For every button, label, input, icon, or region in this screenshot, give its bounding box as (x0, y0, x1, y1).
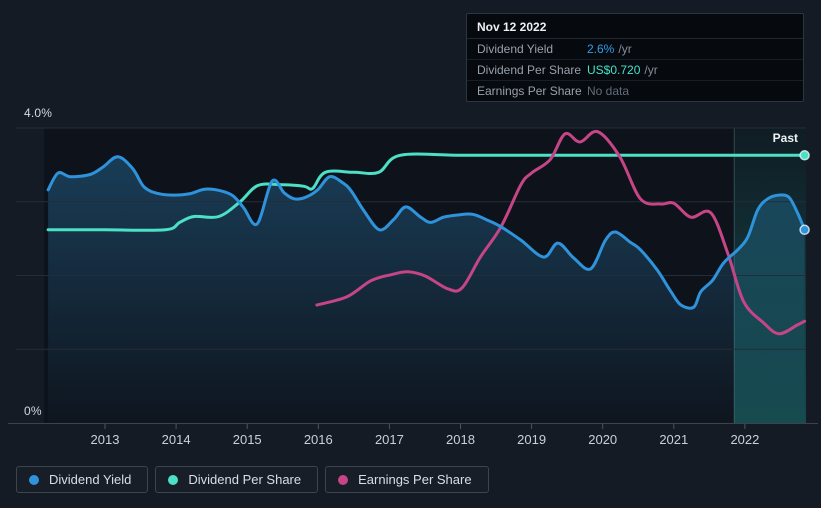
x-tick-label: 2013 (91, 432, 120, 447)
dividend-per-share-dot-icon (168, 474, 179, 485)
legend-label: Earnings Per Share (358, 472, 472, 487)
x-tick-label: 2016 (304, 432, 333, 447)
x-tick-label: 2014 (162, 432, 191, 447)
tooltip-row-dividend-yield: Dividend Yield 2.6% /yr (467, 39, 803, 60)
past-label: Past (772, 131, 798, 145)
x-tick-label: 2018 (446, 432, 475, 447)
tooltip-row-value: 2.6% (587, 42, 615, 56)
dividend-per-share-end-dot (799, 150, 810, 161)
tooltip-row-suffix: /yr (618, 42, 632, 56)
tooltip-row-value: No data (587, 84, 630, 98)
tooltip-row-dividend-per-share: Dividend Per Share US$0.720 /yr (467, 60, 803, 81)
legend-label: Dividend Per Share (188, 472, 302, 487)
series-line-dividend-per-share (46, 152, 807, 232)
legend-item-earnings-per-share[interactable]: Earnings Per Share (325, 466, 489, 493)
x-tick-label: 2019 (517, 432, 546, 447)
dividend-yield-area (48, 156, 805, 423)
chart-legend: Dividend Yield Dividend Per Share Earnin… (16, 466, 489, 493)
dividend-yield-dot-icon (29, 474, 39, 485)
chart-hover-area[interactable] (44, 128, 806, 423)
x-tick-label: 2015 (233, 432, 262, 447)
dividend-yield-end-dot (799, 224, 810, 236)
tooltip-row-value: US$0.720 (587, 63, 641, 77)
y-axis-label-bottom: 0% (24, 404, 42, 418)
series-line-earnings-per-share (315, 129, 807, 336)
x-tick-label: 2017 (375, 432, 404, 447)
y-axis-label-top: 4.0% (24, 106, 53, 120)
earnings-per-share-dot-icon (338, 474, 349, 485)
tooltip-date: Nov 12 2022 (467, 14, 803, 39)
tooltip-row-label: Dividend Yield (477, 42, 554, 56)
legend-label: Dividend Yield (49, 472, 132, 487)
series-line-dividend-yield (46, 155, 807, 310)
x-tick-label: 2021 (659, 432, 688, 447)
tooltip-row-suffix: /yr (644, 63, 658, 77)
tooltip-row-label: Earnings Per Share (477, 84, 582, 98)
tooltip-row-earnings-per-share: Earnings Per Share No data (467, 81, 803, 101)
x-tick-label: 2022 (730, 432, 759, 447)
tooltip-row-label: Dividend Per Share (477, 63, 582, 77)
legend-item-dividend-yield[interactable]: Dividend Yield (16, 466, 149, 493)
dividend-history-chart: 2013 2014 2015 2016 2017 2018 2019 2020 2021 2022 (8, 127, 818, 447)
x-tick-label: 2020 (588, 432, 617, 447)
chart-tooltip: Nov 12 2022 Dividend Yield 2.6% /yr Divi… (466, 13, 804, 102)
legend-item-dividend-per-share[interactable]: Dividend Per Share (155, 466, 319, 493)
